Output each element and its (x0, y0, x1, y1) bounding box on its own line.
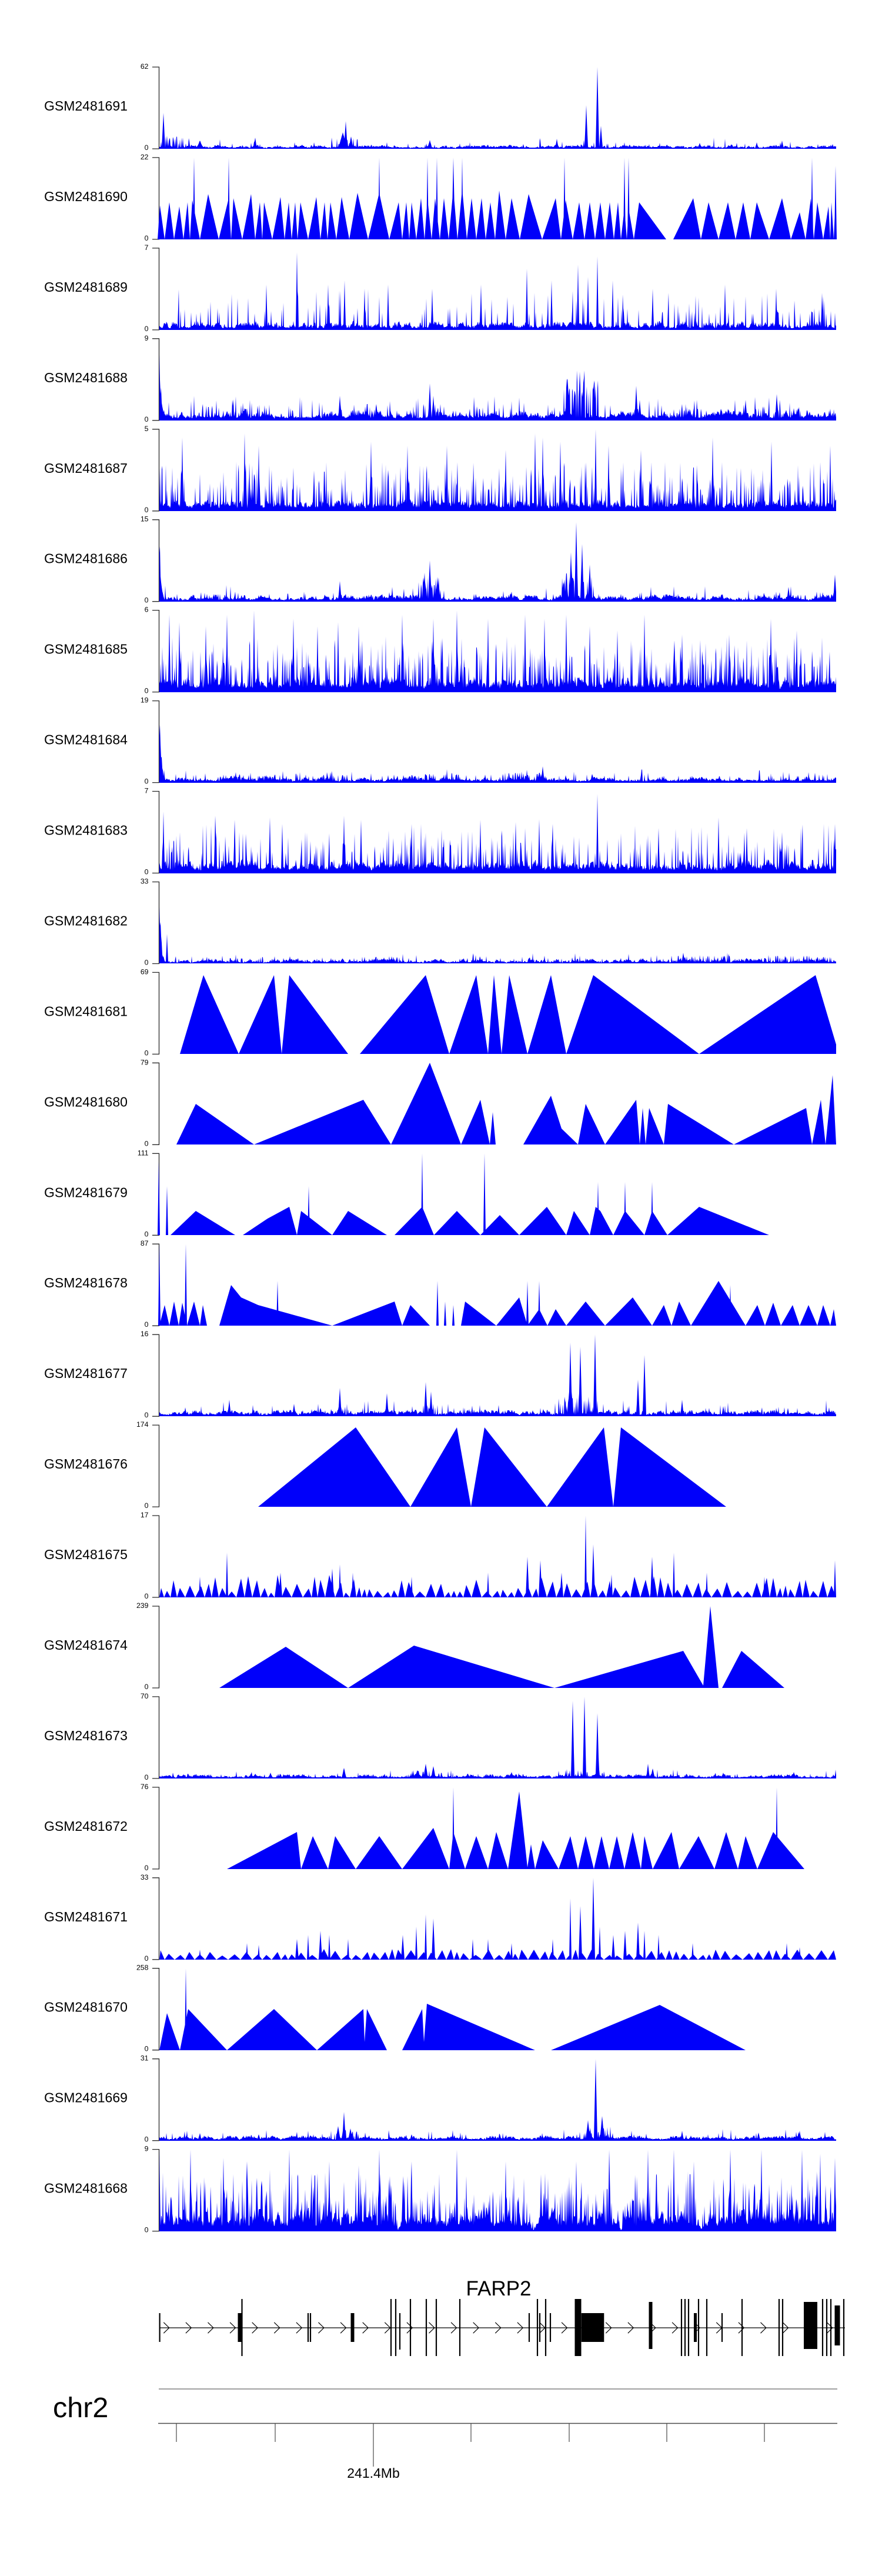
svg-text:GSM2481684: GSM2481684 (44, 732, 128, 748)
svg-text:0: 0 (145, 234, 149, 242)
svg-text:GSM2481671: GSM2481671 (44, 1909, 128, 1924)
svg-text:GSM2481672: GSM2481672 (44, 1818, 128, 1834)
svg-text:70: 70 (141, 1692, 149, 1700)
svg-text:GSM2481675: GSM2481675 (44, 1547, 128, 1562)
svg-text:7: 7 (145, 243, 149, 252)
svg-text:0: 0 (145, 1411, 149, 1419)
svg-text:0: 0 (145, 868, 149, 876)
svg-text:GSM2481683: GSM2481683 (44, 823, 128, 838)
svg-text:0: 0 (145, 1773, 149, 1781)
svg-text:GSM2481673: GSM2481673 (44, 1728, 128, 1743)
svg-text:19: 19 (141, 696, 149, 705)
svg-text:GSM2481668: GSM2481668 (44, 2181, 128, 2196)
svg-text:16: 16 (141, 1330, 149, 1338)
svg-text:0: 0 (145, 687, 149, 695)
svg-text:GSM2481682: GSM2481682 (44, 913, 128, 929)
svg-text:GSM2481670: GSM2481670 (44, 2000, 128, 2015)
svg-text:0: 0 (145, 1592, 149, 1600)
svg-text:33: 33 (141, 1873, 149, 1881)
svg-text:GSM2481691: GSM2481691 (44, 98, 128, 114)
svg-text:0: 0 (145, 596, 149, 605)
svg-text:GSM2481678: GSM2481678 (44, 1275, 128, 1290)
svg-text:GSM2481681: GSM2481681 (44, 1003, 128, 1019)
svg-text:GSM2481677: GSM2481677 (44, 1366, 128, 1381)
svg-text:0: 0 (145, 1683, 149, 1691)
svg-text:33: 33 (141, 877, 149, 886)
svg-text:GSM2481686: GSM2481686 (44, 551, 128, 566)
svg-text:0: 0 (145, 1320, 149, 1329)
svg-text:62: 62 (141, 62, 149, 71)
svg-text:0: 0 (145, 1501, 149, 1510)
svg-text:9: 9 (145, 334, 149, 342)
svg-text:239: 239 (136, 1601, 149, 1610)
svg-text:15: 15 (141, 515, 149, 523)
svg-text:0: 0 (145, 415, 149, 423)
svg-text:0: 0 (145, 959, 149, 967)
svg-text:chr2: chr2 (53, 2392, 108, 2424)
svg-text:0: 0 (145, 1139, 149, 1147)
svg-text:0: 0 (145, 144, 149, 152)
svg-text:241.4Mb: 241.4Mb (347, 2465, 400, 2481)
svg-text:9: 9 (145, 2145, 149, 2153)
svg-text:GSM2481676: GSM2481676 (44, 1456, 128, 1471)
svg-text:111: 111 (138, 1149, 149, 1157)
svg-text:22: 22 (141, 153, 149, 161)
svg-text:6: 6 (145, 606, 149, 614)
svg-text:GSM2481679: GSM2481679 (44, 1184, 128, 1200)
svg-text:FARP2: FARP2 (466, 2277, 532, 2300)
svg-text:174: 174 (136, 1420, 149, 1429)
svg-text:0: 0 (145, 2045, 149, 2053)
svg-text:0: 0 (145, 1954, 149, 1963)
svg-text:GSM2481680: GSM2481680 (44, 1094, 128, 1109)
svg-text:69: 69 (141, 967, 149, 976)
svg-text:17: 17 (141, 1511, 149, 1519)
svg-text:GSM2481690: GSM2481690 (44, 189, 128, 204)
svg-text:0: 0 (145, 1049, 149, 1057)
svg-text:0: 0 (145, 325, 149, 333)
svg-text:87: 87 (141, 1239, 149, 1247)
svg-text:GSM2481687: GSM2481687 (44, 461, 128, 476)
svg-text:GSM2481688: GSM2481688 (44, 370, 128, 385)
svg-text:7: 7 (145, 787, 149, 795)
svg-text:5: 5 (145, 425, 149, 433)
svg-text:GSM2481669: GSM2481669 (44, 2090, 128, 2105)
svg-text:GSM2481685: GSM2481685 (44, 642, 128, 657)
svg-text:79: 79 (141, 1058, 149, 1066)
svg-text:0: 0 (145, 2135, 149, 2144)
svg-text:GSM2481689: GSM2481689 (44, 279, 128, 295)
svg-text:0: 0 (145, 778, 149, 786)
svg-text:258: 258 (136, 1964, 149, 1972)
svg-text:GSM2481674: GSM2481674 (44, 1637, 128, 1653)
svg-text:31: 31 (141, 2054, 149, 2063)
svg-text:76: 76 (141, 1783, 149, 1791)
svg-text:0: 0 (145, 1230, 149, 1238)
svg-text:0: 0 (145, 1864, 149, 1872)
svg-text:0: 0 (145, 506, 149, 514)
svg-text:0: 0 (145, 2226, 149, 2234)
